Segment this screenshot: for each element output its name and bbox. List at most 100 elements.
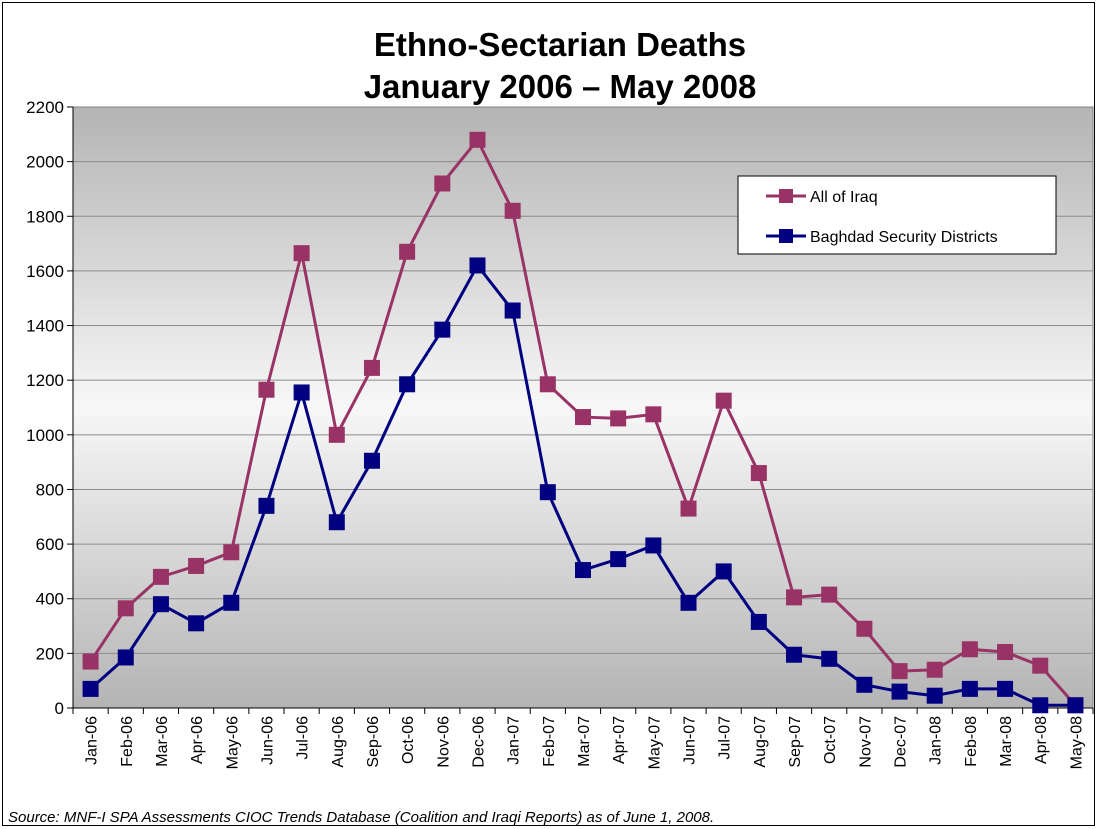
data-point bbox=[293, 384, 310, 401]
data-point bbox=[293, 245, 310, 262]
series-group bbox=[82, 131, 1084, 714]
data-point bbox=[575, 409, 591, 426]
x-tick-label: Apr-08 bbox=[1033, 716, 1050, 764]
data-point bbox=[926, 687, 943, 704]
data-point bbox=[363, 452, 380, 469]
x-tick-label: Apr-06 bbox=[189, 716, 206, 764]
data-point bbox=[1032, 657, 1049, 674]
x-tick-label: May-08 bbox=[1068, 716, 1085, 769]
data-point bbox=[469, 131, 486, 148]
y-tick-label: 1800 bbox=[26, 207, 64, 226]
y-tick-label: 400 bbox=[36, 590, 64, 609]
x-tick-label: Jun-06 bbox=[259, 716, 276, 765]
chart-subtitle: January 2006 – May 2008 bbox=[364, 68, 757, 105]
data-point bbox=[821, 586, 838, 603]
x-tick-label: Nov-07 bbox=[857, 716, 874, 768]
data-point bbox=[821, 650, 838, 667]
y-tick-label: 1200 bbox=[26, 371, 64, 390]
data-point bbox=[82, 653, 99, 670]
legend-marker-baghdad bbox=[779, 229, 793, 243]
data-point bbox=[328, 426, 345, 443]
x-tick-label: Nov-06 bbox=[435, 716, 452, 768]
data-point bbox=[1067, 697, 1084, 714]
x-tick-label: Sep-07 bbox=[787, 716, 804, 768]
data-point bbox=[1032, 697, 1049, 714]
legend: All of Iraq Baghdad Security Districts bbox=[737, 175, 1057, 255]
y-tick-label: 1000 bbox=[26, 426, 64, 445]
data-point bbox=[610, 410, 627, 427]
data-point bbox=[188, 615, 205, 632]
y-tick-label: 0 bbox=[55, 699, 64, 718]
data-point bbox=[469, 257, 486, 274]
x-tick-label: Jun-07 bbox=[682, 716, 699, 765]
data-point bbox=[152, 596, 169, 613]
x-tick-label: Oct-07 bbox=[822, 716, 839, 764]
legend-label-baghdad: Baghdad Security Districts bbox=[810, 229, 998, 246]
x-tick-label: Aug-07 bbox=[752, 716, 769, 768]
x-tick-label: Mar-08 bbox=[998, 716, 1015, 767]
data-point bbox=[610, 551, 627, 568]
data-point bbox=[117, 649, 134, 666]
data-point bbox=[575, 562, 591, 579]
data-point bbox=[82, 680, 99, 697]
data-point bbox=[539, 484, 556, 501]
x-tick-label: Feb-08 bbox=[963, 716, 980, 767]
data-point bbox=[997, 643, 1014, 660]
legend-marker-all-of-iraq bbox=[779, 189, 793, 203]
x-tick-label: Jul-07 bbox=[717, 716, 734, 760]
data-point bbox=[539, 376, 556, 393]
x-tick-label: Jan-08 bbox=[928, 716, 945, 765]
y-tick-label: 1400 bbox=[26, 317, 64, 336]
x-tick-label: Feb-07 bbox=[541, 716, 558, 767]
data-point bbox=[152, 568, 169, 585]
data-point bbox=[645, 406, 662, 423]
y-axis: 0 200 400 600 800 1000 1200 1400 1600 1800 2000 220… bbox=[26, 98, 74, 718]
source-note: Source: MNF-I SPA Assessments CIOC Trend… bbox=[8, 809, 714, 826]
data-point bbox=[504, 202, 521, 219]
data-point bbox=[856, 620, 873, 637]
data-point bbox=[188, 557, 205, 574]
data-point bbox=[399, 243, 416, 260]
data-point bbox=[715, 392, 732, 409]
data-point bbox=[926, 661, 943, 678]
x-tick-label: Jan-06 bbox=[84, 716, 101, 765]
data-point bbox=[434, 175, 451, 192]
data-point bbox=[223, 544, 240, 561]
x-tick-label: Apr-07 bbox=[611, 716, 628, 764]
y-tick-label: 600 bbox=[36, 535, 64, 554]
data-point bbox=[117, 600, 134, 617]
y-tick-label: 200 bbox=[36, 644, 64, 663]
data-point bbox=[961, 641, 978, 658]
x-tick-label: Dec-06 bbox=[470, 716, 487, 768]
data-point bbox=[680, 594, 697, 611]
data-point bbox=[856, 676, 873, 693]
data-point bbox=[750, 613, 767, 630]
data-point bbox=[750, 465, 767, 482]
x-tick-label: Oct-06 bbox=[400, 716, 417, 764]
data-point bbox=[645, 537, 662, 554]
x-tick-label: Mar-06 bbox=[154, 716, 171, 767]
y-tick-label: 800 bbox=[36, 480, 64, 499]
data-point bbox=[223, 594, 240, 611]
x-tick-label: Sep-06 bbox=[365, 716, 382, 768]
x-tick-label: Dec-07 bbox=[893, 716, 910, 768]
x-tick-label: Aug-06 bbox=[330, 716, 347, 768]
legend-label-all-of-iraq: All of Iraq bbox=[810, 189, 878, 206]
data-point bbox=[328, 514, 345, 531]
x-axis: Jan-06 Feb-06 Mar-06 Apr-06 May-06 Jun-06 Jul-… bbox=[72, 707, 1094, 769]
data-point bbox=[715, 563, 732, 580]
data-point bbox=[891, 663, 908, 680]
data-point bbox=[961, 680, 978, 697]
x-tick-label: Feb-06 bbox=[119, 716, 136, 767]
y-tick-label: 2200 bbox=[26, 98, 64, 117]
data-point bbox=[680, 500, 697, 517]
y-tick-label: 2000 bbox=[26, 153, 64, 172]
x-tick-label: Mar-07 bbox=[576, 716, 593, 767]
x-tick-label: Jul-06 bbox=[295, 716, 312, 760]
x-tick-label: May-07 bbox=[646, 716, 663, 769]
x-tick-label: May-06 bbox=[224, 716, 241, 769]
chart-title: Ethno-Sectarian Deaths bbox=[374, 26, 746, 63]
data-point bbox=[504, 302, 521, 319]
data-point bbox=[997, 680, 1014, 697]
